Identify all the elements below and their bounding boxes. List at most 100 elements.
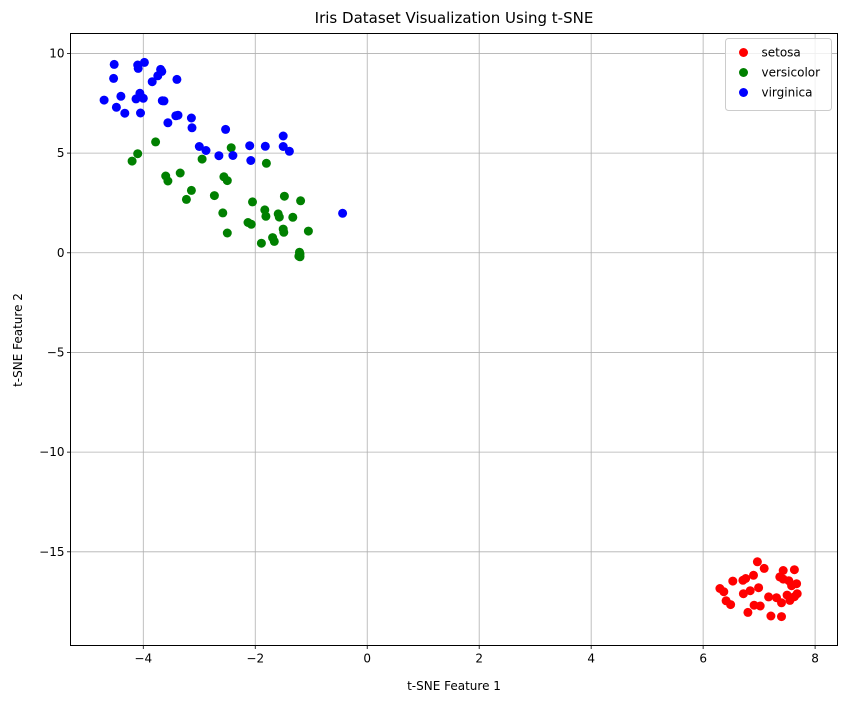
point-virginica — [172, 74, 182, 84]
point-virginica — [111, 102, 121, 112]
point-virginica — [187, 123, 197, 133]
point-virginica — [109, 73, 119, 83]
legend-marker-virginica — [739, 88, 748, 97]
y-tick-label: 10 — [49, 46, 64, 60]
point-setosa — [738, 589, 748, 599]
point-setosa — [741, 574, 751, 583]
point-versicolor — [181, 194, 191, 204]
point-virginica — [109, 59, 119, 69]
point-versicolor — [256, 238, 266, 248]
point-versicolor — [246, 219, 256, 229]
x-tick-label: 6 — [699, 652, 707, 666]
point-virginica — [228, 151, 238, 160]
point-virginica — [260, 141, 270, 151]
point-setosa — [728, 576, 738, 586]
point-setosa — [789, 565, 799, 575]
legend-marker-setosa — [739, 48, 748, 57]
legend-label-virginica: virginica — [762, 86, 813, 100]
point-virginica — [221, 124, 231, 134]
point-setosa — [755, 601, 765, 611]
point-setosa — [785, 595, 795, 605]
point-setosa — [752, 557, 762, 567]
point-versicolor — [279, 227, 289, 237]
point-virginica — [99, 95, 109, 105]
point-virginica — [163, 118, 173, 128]
point-setosa — [766, 611, 776, 621]
point-virginica — [278, 131, 288, 141]
point-versicolor — [186, 185, 196, 195]
point-virginica — [201, 146, 211, 155]
point-virginica — [159, 96, 169, 106]
point-setosa — [777, 598, 786, 608]
y-tick-label: 0 — [57, 246, 65, 260]
point-virginica — [138, 93, 148, 103]
chart-title: Iris Dataset Visualization Using t-SNE — [315, 9, 594, 27]
legend-label-versicolor: versicolor — [762, 66, 821, 80]
point-versicolor — [151, 137, 161, 147]
point-versicolor — [288, 212, 298, 222]
x-axis-label: t-SNE Feature 1 — [407, 679, 501, 693]
point-virginica — [133, 63, 143, 73]
point-versicolor — [274, 212, 284, 222]
point-versicolor — [295, 252, 305, 262]
legend-label-setosa: setosa — [762, 46, 801, 60]
x-tick-label: 2 — [475, 652, 483, 666]
point-virginica — [120, 108, 130, 118]
point-versicolor — [279, 191, 289, 201]
point-virginica — [136, 108, 145, 118]
point-versicolor — [248, 197, 257, 207]
legend-box — [725, 38, 832, 111]
ticks: −4 −2 0 2 4 6 8 10 5 0 −5 −10 −15 — [39, 46, 819, 665]
point-setosa — [787, 581, 797, 591]
point-setosa — [759, 563, 769, 573]
point-versicolor — [209, 191, 219, 201]
point-versicolor — [127, 156, 137, 166]
x-tick-label: −2 — [246, 652, 264, 666]
point-versicolor — [175, 168, 185, 178]
point-virginica — [186, 113, 196, 123]
point-setosa — [792, 589, 802, 599]
y-axis-label: t-SNE Feature 2 — [11, 293, 25, 387]
point-versicolor — [163, 176, 173, 186]
point-setosa — [743, 607, 753, 617]
point-virginica — [116, 91, 126, 101]
point-versicolor — [303, 226, 313, 236]
legend: setosa versicolor virginica — [725, 38, 832, 111]
point-virginica — [284, 146, 294, 156]
point-setosa — [726, 600, 736, 610]
point-virginica — [173, 110, 183, 120]
x-tick-label: 4 — [587, 652, 595, 666]
point-virginica — [214, 151, 224, 161]
point-setosa — [719, 587, 729, 597]
legend-marker-versicolor — [739, 68, 748, 77]
point-versicolor — [226, 143, 236, 153]
point-versicolor — [269, 236, 279, 246]
point-virginica — [246, 156, 256, 165]
point-versicolor — [296, 196, 306, 206]
point-virginica — [153, 71, 163, 81]
point-virginica — [338, 208, 348, 218]
x-tick-label: −4 — [134, 652, 152, 666]
x-tick-label: 0 — [363, 652, 371, 666]
y-tick-label: 5 — [57, 146, 65, 160]
point-versicolor — [197, 154, 207, 164]
point-virginica — [131, 94, 141, 104]
point-versicolor — [261, 211, 271, 221]
point-setosa — [749, 570, 758, 580]
point-setosa — [764, 592, 774, 602]
point-versicolor — [218, 208, 228, 218]
x-tick-label: 8 — [811, 652, 819, 666]
point-versicolor — [133, 149, 143, 159]
data-points — [99, 57, 802, 622]
point-versicolor — [222, 176, 232, 186]
point-setosa — [745, 586, 755, 596]
point-virginica — [245, 141, 255, 151]
y-tick-label: −15 — [39, 545, 64, 559]
point-setosa — [777, 612, 786, 622]
point-virginica — [147, 77, 157, 87]
y-tick-label: −5 — [47, 345, 65, 359]
grid — [70, 33, 838, 646]
point-versicolor — [222, 228, 232, 238]
point-versicolor — [261, 158, 271, 168]
